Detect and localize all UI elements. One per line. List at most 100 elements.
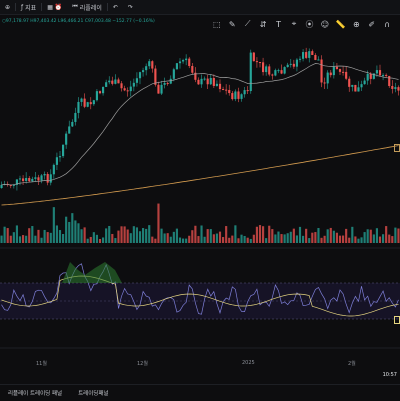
candle-body <box>86 102 89 107</box>
moving-average-fast <box>1 63 399 186</box>
replay-button[interactable]: ⏮ 리플레이 <box>67 0 107 14</box>
volume-bar <box>298 226 302 243</box>
candle-body <box>145 66 148 71</box>
measure-icon[interactable]: ⇵ <box>259 19 267 29</box>
candle-body <box>375 70 378 74</box>
candle-body <box>132 82 135 87</box>
pen-icon[interactable]: ✐ <box>368 19 376 29</box>
volume-bar <box>185 238 188 243</box>
indicators-button[interactable]: ƒ 지표 <box>16 0 41 14</box>
volume-bar <box>80 229 83 243</box>
candle-body <box>218 83 222 90</box>
candle-body <box>12 184 15 186</box>
shapes-icon[interactable]: ⌖ <box>291 19 297 28</box>
volume-bar <box>243 235 246 243</box>
volume-bar <box>68 221 71 243</box>
volume-bar <box>203 236 206 243</box>
candle-body <box>55 157 58 165</box>
volume-bar <box>9 235 12 243</box>
candle-body <box>114 79 117 84</box>
candle-body <box>126 90 129 92</box>
volume-bar <box>95 234 98 243</box>
volume-bar <box>317 227 320 243</box>
volume-bar <box>120 226 123 243</box>
redo-button[interactable]: ↷ <box>123 0 138 14</box>
time-axis[interactable]: 11월 12월 2025 2월 <box>0 358 400 368</box>
volume-bar <box>138 231 142 243</box>
volume-bar <box>249 238 252 243</box>
volume-bar <box>148 225 151 243</box>
volume-bar <box>58 230 62 243</box>
volume-bar <box>163 233 166 243</box>
candle-body <box>40 175 43 181</box>
volume-bar <box>323 235 326 243</box>
candle-body <box>228 90 231 94</box>
volume-bar <box>166 233 169 243</box>
candle-body <box>102 86 105 94</box>
candle-body <box>175 63 178 70</box>
text-icon[interactable]: T <box>276 19 281 29</box>
candle-body <box>49 174 52 183</box>
volume-bar <box>308 238 311 243</box>
candle-body <box>163 83 166 85</box>
fib-icon[interactable]: ⦿ <box>305 19 314 29</box>
zoom-icon[interactable]: ⊕ <box>352 19 360 29</box>
undo-button[interactable]: ↶ <box>108 0 123 14</box>
ray-icon[interactable]: ⟋ <box>244 19 251 28</box>
volume-bar <box>372 234 375 243</box>
candle-body <box>31 178 34 182</box>
candle-body <box>231 93 234 100</box>
candle-body <box>37 177 40 181</box>
candle-body <box>95 91 98 101</box>
candle-body <box>46 174 49 183</box>
candle-body <box>203 78 206 80</box>
volume-bar <box>160 228 163 243</box>
time-axis-label: 12월 <box>137 361 148 367</box>
candle-body <box>311 51 314 55</box>
candle-body <box>292 63 295 67</box>
candle-body <box>209 77 212 85</box>
candle-body <box>357 87 360 92</box>
tab-replay-trading-panel[interactable]: 리플레이 트레이딩 패널 <box>8 391 63 397</box>
currency-button[interactable]: ⊕ <box>0 0 15 14</box>
candle-body <box>382 74 385 76</box>
candle-body <box>271 74 274 76</box>
magnet-icon[interactable]: ∩ <box>384 19 391 29</box>
ruler-icon[interactable]: 📏 <box>335 19 346 29</box>
indicator-icon: ƒ <box>21 3 24 11</box>
candle-body <box>151 61 154 69</box>
volume-bar <box>145 228 148 243</box>
volume-bar <box>378 236 382 243</box>
volume-bar <box>43 229 46 243</box>
volume-bar <box>175 228 178 243</box>
candle-body <box>268 66 271 75</box>
candle-body <box>388 75 391 87</box>
candle-body <box>332 66 335 76</box>
candle-body <box>240 94 243 99</box>
candle-body <box>243 90 246 95</box>
volume-bar <box>86 238 89 243</box>
clock: 10:57 <box>381 372 398 378</box>
volume-bar <box>49 232 52 243</box>
volume-bar <box>52 207 55 243</box>
candle-body <box>342 71 345 73</box>
candle-body <box>28 178 31 182</box>
volume-bar <box>169 236 172 243</box>
volume-bar <box>268 225 271 243</box>
volume-bar <box>62 233 65 243</box>
candle-body <box>369 73 372 79</box>
tab-trading-panel[interactable]: 트레이딩패널 <box>78 391 109 397</box>
candle-body <box>148 61 151 67</box>
volume-bar <box>225 226 228 243</box>
candle-body <box>200 78 203 85</box>
volume-bar <box>65 216 68 243</box>
pencil-icon[interactable]: ✎ <box>228 19 236 29</box>
volume-bar <box>89 236 92 243</box>
volume-bar <box>258 225 262 243</box>
volume-bar <box>172 231 175 243</box>
select-box-icon[interactable]: ⬚ <box>212 19 221 29</box>
emoji-icon[interactable]: ☺ <box>320 19 330 29</box>
layout-button[interactable]: ▦ ⏰ <box>42 0 67 14</box>
volume-bar <box>391 236 394 243</box>
